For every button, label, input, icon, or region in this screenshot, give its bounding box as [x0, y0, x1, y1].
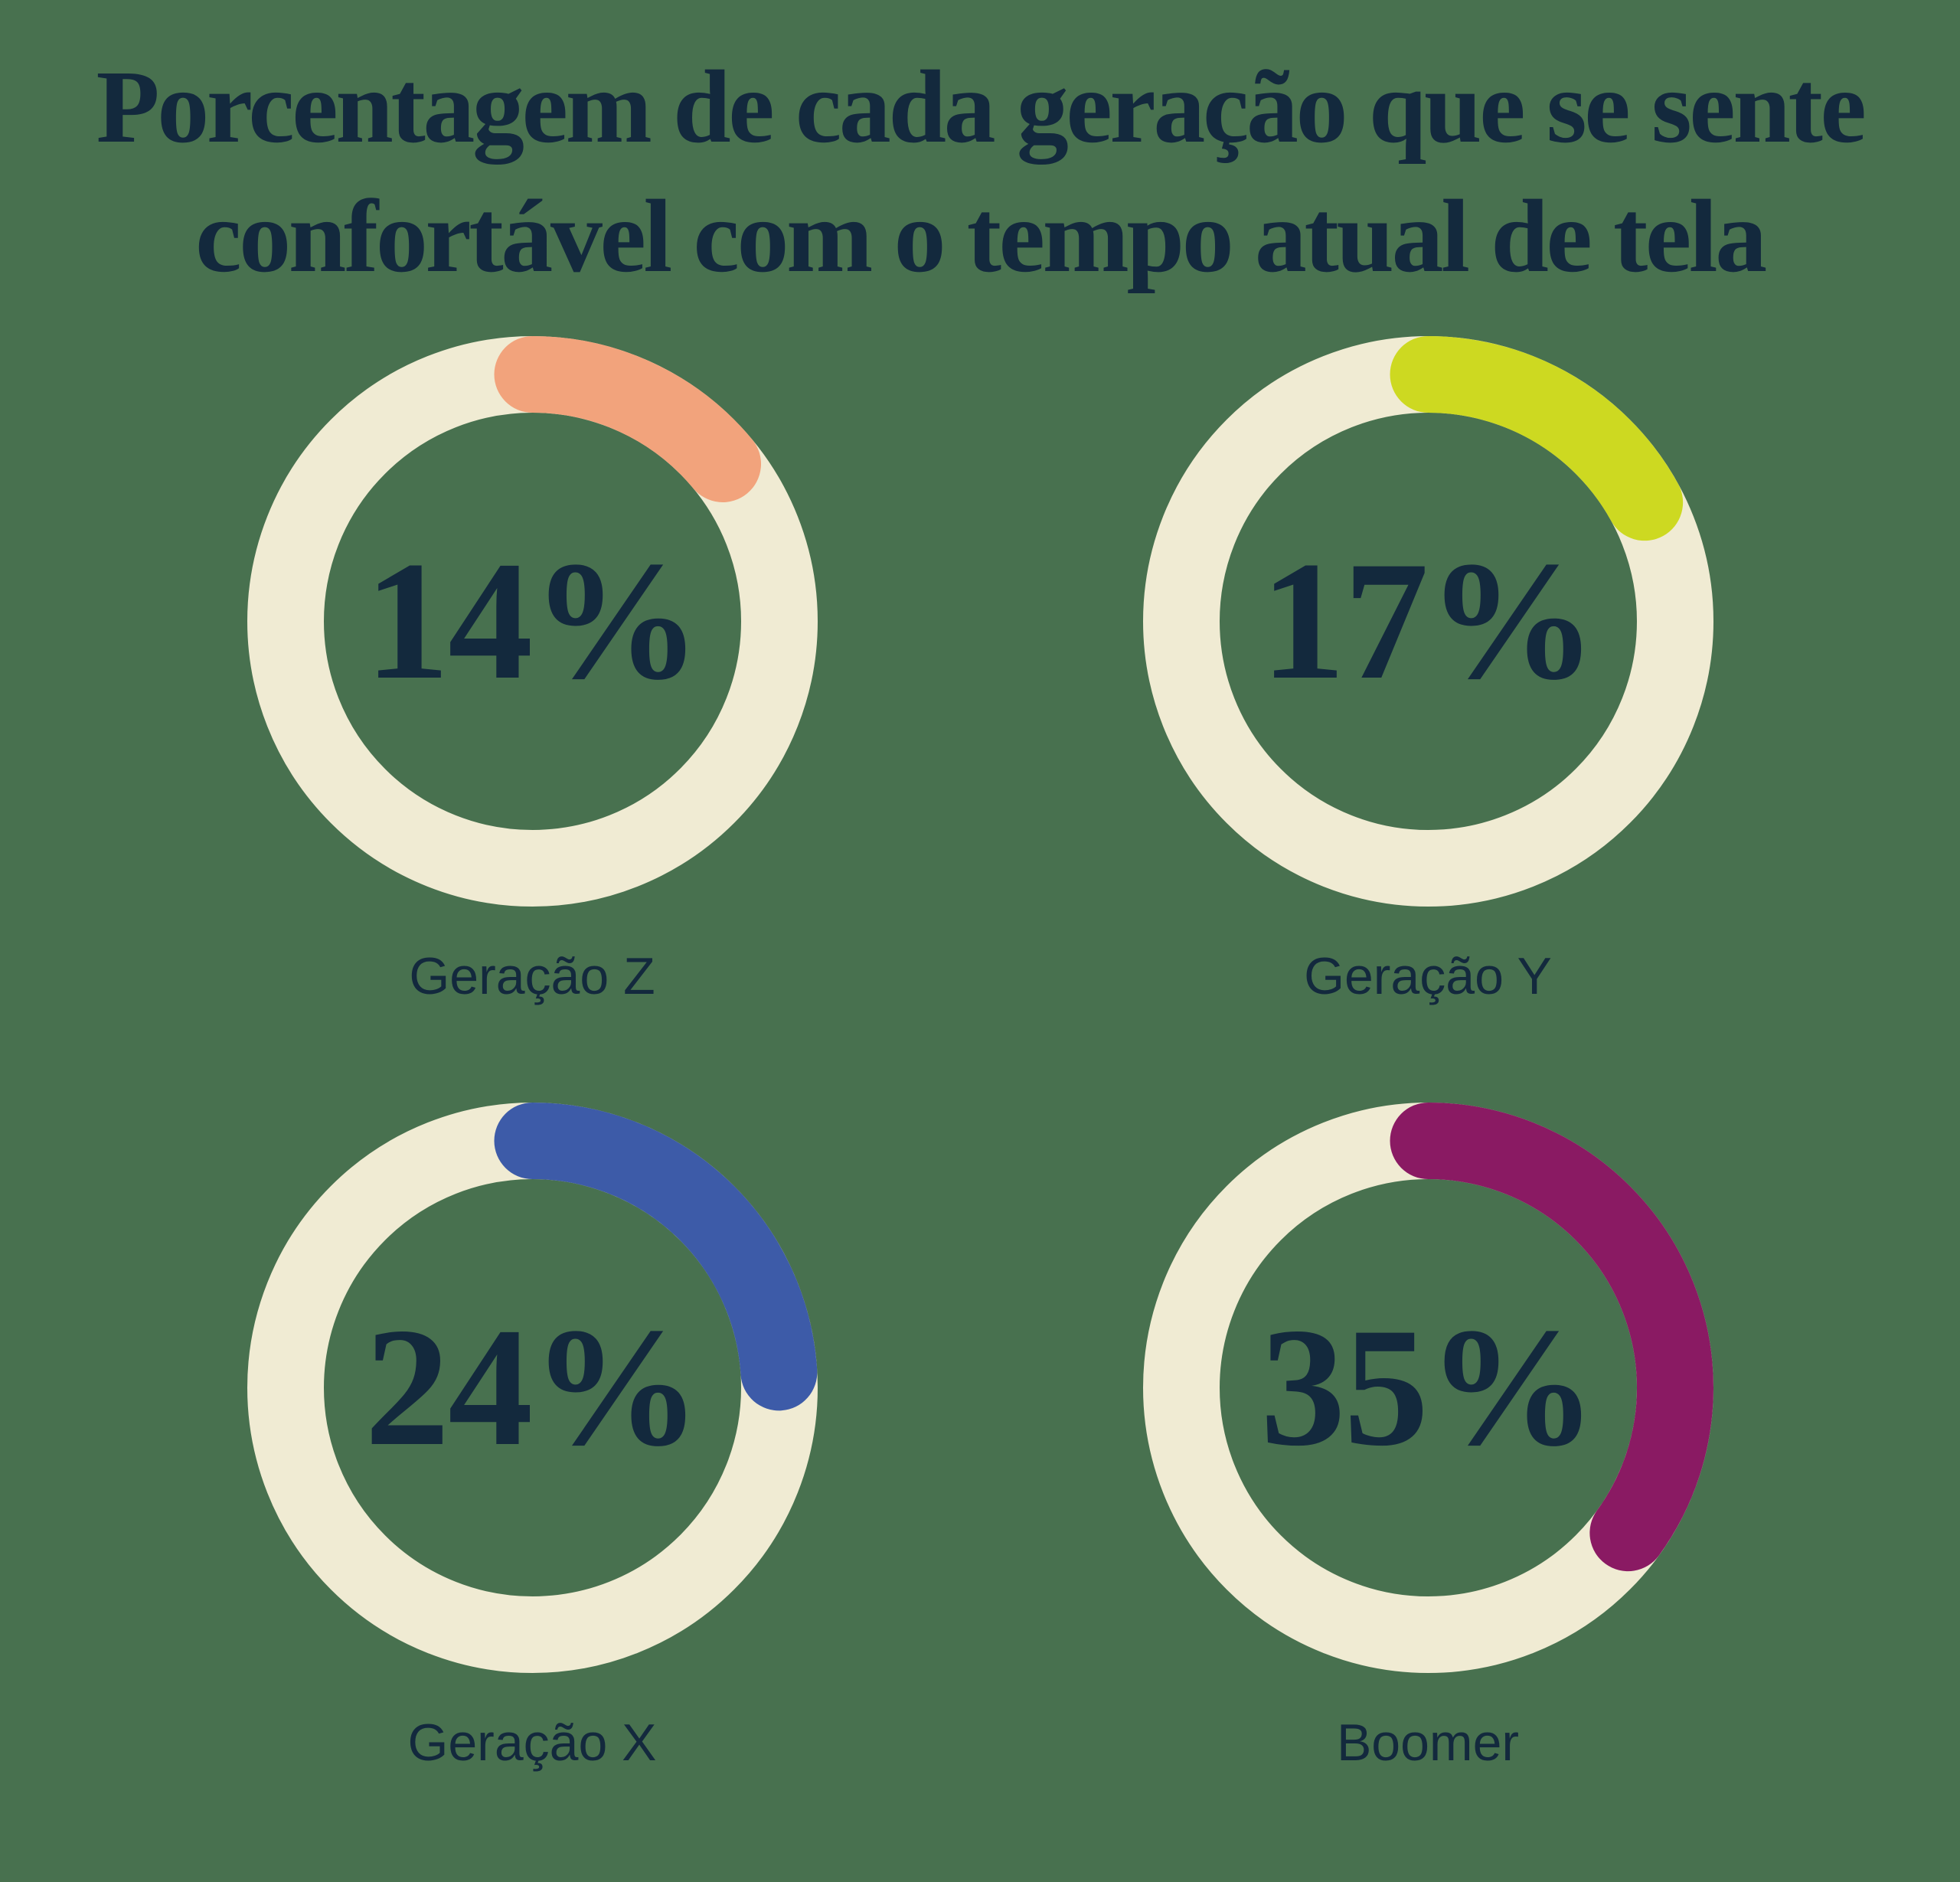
donut-chart-geracao-x: 24%	[247, 1103, 818, 1674]
chart-title-line-2: confortável com o tempo atual de tela	[195, 178, 1767, 294]
donut-chart-geracao-y: 17%	[1142, 336, 1713, 907]
donut-value-arc	[247, 1103, 818, 1674]
donut-value-arc	[1142, 1103, 1713, 1674]
donut-label-boomer: Boomer	[1336, 1714, 1520, 1773]
donut-cell-geracao-z: 14% Geração Z	[84, 336, 980, 1006]
donut-value-arc	[1142, 336, 1713, 907]
donut-label-geracao-z: Geração Z	[409, 947, 655, 1006]
donut-cell-geracao-y: 17% Geração Y	[980, 336, 1876, 1006]
donut-cell-boomer: 35% Boomer	[980, 1103, 1876, 1773]
donut-grid: 14% Geração Z 17% Geração Y 24% Geração …	[0, 336, 1960, 1773]
chart-title-line-1: Porcentagem de cada geração que se sente	[96, 50, 1867, 165]
chart-title: Porcentagem de cada geração que se sente…	[0, 43, 1960, 301]
donut-chart-boomer: 35%	[1142, 1103, 1713, 1674]
donut-cell-geracao-x: 24% Geração X	[84, 1103, 980, 1773]
donut-label-geracao-y: Geração Y	[1304, 947, 1552, 1006]
donut-value-arc	[247, 336, 818, 907]
donut-label-geracao-x: Geração X	[407, 1714, 657, 1773]
donut-chart-geracao-z: 14%	[247, 336, 818, 907]
